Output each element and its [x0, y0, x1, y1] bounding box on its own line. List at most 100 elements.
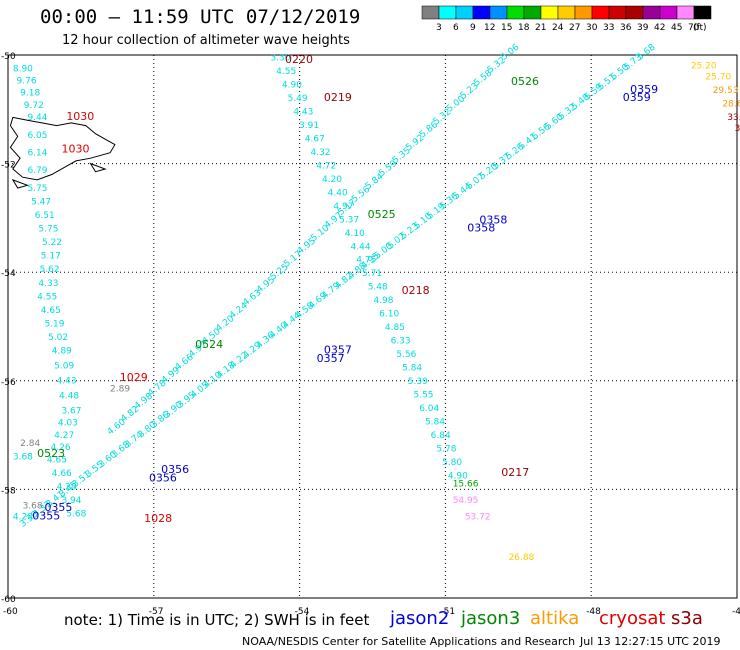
track-value-s3a: 5.47 [31, 197, 51, 207]
lon-tick-label: -45 [732, 607, 740, 617]
track-value-s3a: 5.19 [44, 320, 64, 330]
track-value-s3a: 5.62 [40, 265, 60, 275]
colorbar-label: 6 [453, 23, 459, 33]
colorbar-swatch [540, 5, 559, 20]
track-value-s3a: 4.33 [38, 279, 58, 289]
track-value-s3a: 3.94 [61, 496, 81, 506]
falkland-islands-coastline [89, 162, 107, 173]
wave-height-value: 25.70 [705, 72, 731, 82]
track-value-s3a: 9.72 [24, 101, 44, 111]
pass-time-label: 0358 [467, 221, 495, 234]
wave-height-value: 25.20 [691, 62, 717, 72]
lon-tick-label: -54 [295, 607, 310, 617]
legend-altika: altika [530, 608, 580, 629]
track-value-s3a: 3.67 [61, 406, 81, 416]
pass-time-label: 0219 [324, 91, 352, 104]
track-value-cryosat: 5.80 [442, 458, 462, 468]
track-value-cryosat: 4.55 [276, 67, 296, 77]
track-value-s3a: 4.48 [59, 391, 79, 401]
track-value-cryosat: 4.67 [305, 134, 325, 144]
colorbar-label: 30 [586, 23, 598, 33]
track-value-s3a: 5.75 [27, 184, 47, 194]
track-value-s3a: 9.18 [20, 89, 40, 99]
lat-tick-label: -60 [1, 595, 16, 605]
track-value-cryosat: 4.72 [316, 161, 336, 171]
colorbar-swatch [421, 5, 440, 20]
colorbar-swatch [659, 5, 678, 20]
colorbar-swatch [557, 5, 576, 20]
colorbar-unit: (ft) [693, 23, 707, 33]
track-value-s3a: 6.05 [27, 131, 47, 141]
pass-time-label: 1028 [144, 512, 172, 525]
pass-time-label: 0218 [402, 284, 430, 297]
track-value-cryosat: 5.84 [425, 418, 445, 428]
page-title: 00:00 – 11:59 UTC 07/12/2019 [40, 6, 361, 28]
lat-tick-label: -54 [1, 269, 16, 279]
lat-tick-label: -52 [1, 161, 16, 171]
wave-height-value: 2.89 [110, 385, 130, 395]
colorbar-label: 33 [603, 23, 614, 33]
track-value-s3a: 4.66 [52, 469, 72, 479]
track-value-s3a: 4.65 [47, 455, 67, 465]
lon-tick-label: -48 [586, 607, 601, 617]
map-frame [7, 54, 738, 599]
track-value-s3a: 5.68 [66, 510, 86, 520]
wave-height-value: 4.28 [13, 512, 33, 522]
legend-jason3: jason3 [461, 608, 521, 629]
pass-time-label: 0355 [44, 501, 72, 514]
track-value-s3a: 8.90 [13, 64, 33, 74]
track-value-s3a: 4.28 [57, 482, 77, 492]
track-value-cryosat: 5.37 [339, 215, 359, 225]
colorbar-swatch [574, 5, 593, 20]
pass-time-label: 0357 [324, 344, 352, 357]
track-value-cryosat: 5.49 [288, 94, 308, 104]
wave-height-value: 29.53 [713, 86, 739, 96]
colorbar-swatch [472, 5, 491, 20]
track-value-cryosat: 5.39 [408, 377, 428, 387]
track-value-s3a: 4.03 [58, 419, 78, 429]
track-value-cryosat: 5.84 [402, 364, 422, 374]
pass-time-label: 1030 [61, 143, 89, 156]
legend-note: note: 1) Time is in UTC; 2) SWH is in fe… [64, 611, 370, 629]
colorbar-label: 70 [688, 23, 700, 33]
lat-tick-label: -56 [1, 378, 16, 388]
track-value-cryosat: 4.43 [293, 107, 313, 117]
pass-time-label: 0525 [368, 208, 396, 221]
falkland-islands-coastline [11, 178, 30, 189]
colorbar-label: 12 [484, 23, 495, 33]
track-value-cryosat: 5.48 [368, 283, 388, 293]
wave-height-value: 54.95 [453, 496, 479, 506]
track-value-s3a: 9.76 [17, 77, 37, 87]
pass-time-label: 0523 [37, 447, 65, 460]
pass-time-label: 0220 [285, 53, 313, 66]
track-value-cryosat: 4.40 [328, 188, 348, 198]
wave-height-value: 38.8 [735, 124, 740, 134]
colorbar-label: 24 [552, 23, 564, 33]
track-value-cryosat: 4.44 [351, 242, 371, 252]
colorbar-swatch [455, 5, 474, 20]
track-value-s3a: 4.55 [37, 292, 57, 302]
colorbar-label: 27 [569, 23, 580, 33]
wave-height-value: 3.68 [23, 501, 43, 511]
colorbar-label: 21 [535, 23, 546, 33]
track-value-cryosat: 5.56 [396, 350, 416, 360]
track-value-cryosat: 4.32 [310, 148, 330, 158]
track-value-cryosat: 4.90 [282, 80, 302, 90]
lon-tick-label: -51 [440, 607, 455, 617]
track-value-s3a: 6.51 [35, 211, 55, 221]
track-value-cryosat: 6.84 [431, 431, 451, 441]
track-value-cryosat: 4.90 [448, 472, 468, 482]
pass-time-label: 1029 [120, 371, 148, 384]
track-value-cryosat: 4.75 [356, 256, 376, 266]
track-value-cryosat: 6.04 [419, 404, 439, 414]
colorbar-label: 3 [436, 23, 442, 33]
pass-time-label: 0356 [149, 471, 177, 484]
track-value-cryosat: 6.10 [379, 310, 399, 320]
lon-tick-label: -57 [149, 607, 164, 617]
wave-height-value: 15.66 [453, 480, 479, 490]
pass-time-label: 0359 [623, 91, 651, 104]
pass-time-label: 1030 [66, 110, 94, 123]
track-value-cryosat: 5.55 [413, 391, 433, 401]
wave-height-value: 33.66 [727, 113, 740, 123]
wave-height-value: 53.72 [465, 512, 491, 522]
